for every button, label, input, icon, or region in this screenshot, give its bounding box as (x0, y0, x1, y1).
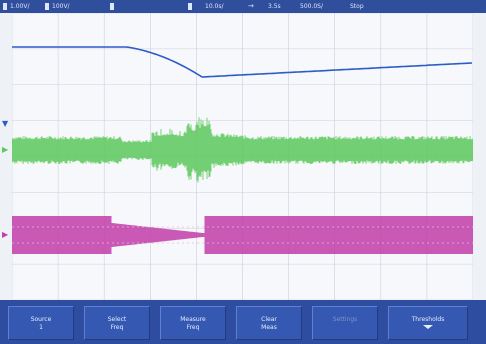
waveform-screen[interactable] (12, 13, 473, 300)
thresholds-label: Thresholds (389, 316, 467, 324)
trigger-arrow-icon: → (248, 0, 254, 13)
measure-value: Freq (161, 324, 225, 332)
channel-1-ground-marker-icon[interactable]: ▼ (2, 120, 8, 128)
source-softkey[interactable]: Source 1 (8, 306, 74, 340)
select-value: Freq (85, 324, 149, 332)
select-label: Select (85, 316, 149, 324)
chevron-down-icon (423, 325, 433, 329)
channel-3-marker-icon (110, 3, 114, 10)
channel-2-marker-icon (45, 3, 49, 10)
source-value: 1 (9, 324, 73, 332)
acquisition-mode: Stop (350, 0, 364, 13)
select-softkey[interactable]: Select Freq (84, 306, 150, 340)
measure-label: Measure (161, 316, 225, 324)
measure-softkey[interactable]: Measure Freq (160, 306, 226, 340)
ch2-scale: 100V/ (52, 0, 70, 13)
trigger-position: 3.5s (268, 0, 281, 13)
sample-rate: 500.0S/ (300, 0, 323, 13)
status-bar: 1.00V/ 100V/ 10.0s/ → 3.5s 500.0S/ Stop (0, 0, 486, 13)
waveform-plot (12, 13, 473, 300)
thresholds-softkey[interactable]: Thresholds (388, 306, 468, 340)
settings-label: Settings (313, 316, 377, 324)
trigger-marker-icon (188, 3, 192, 10)
right-margin (473, 13, 486, 300)
source-label: Source (9, 316, 73, 324)
channel-3-ground-marker-icon[interactable]: ▶ (2, 231, 8, 239)
softkey-menu: Source 1 Select Freq Measure Freq Clear … (0, 300, 486, 344)
settings-softkey: Settings (312, 306, 378, 340)
ch1-scale: 1.00V/ (10, 0, 30, 13)
clear-value: Meas (237, 324, 301, 332)
channel-1-trace (12, 47, 472, 77)
clear-label: Clear (237, 316, 301, 324)
channel-2-ground-marker-icon[interactable]: ▶ (2, 146, 8, 154)
channel-3-trace (12, 216, 473, 254)
channel-1-marker-icon (3, 3, 7, 10)
timebase-readout: 10.0s/ (205, 0, 224, 13)
left-margin (0, 13, 12, 300)
clear-meas-softkey[interactable]: Clear Meas (236, 306, 302, 340)
